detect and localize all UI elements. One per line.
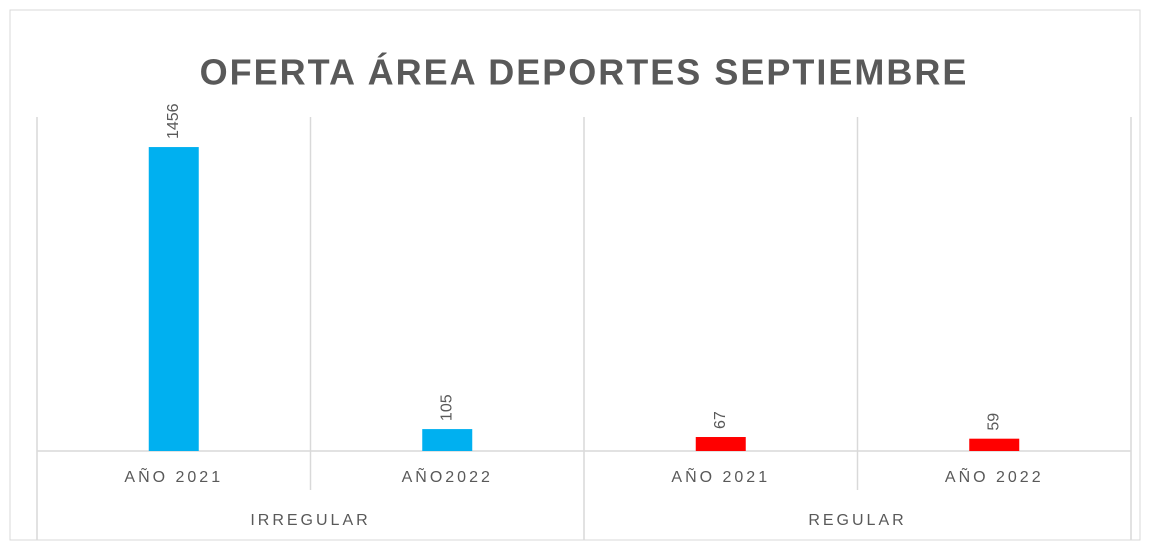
x-tick-label: AÑO 2021 bbox=[671, 466, 770, 486]
data-label: 1456 bbox=[165, 103, 182, 139]
x-tick-label: AÑO 2021 bbox=[124, 466, 223, 486]
bar bbox=[969, 438, 1020, 451]
bar bbox=[695, 437, 746, 451]
chart-title: OFERTA ÁREA DEPORTES SEPTIEMBRE bbox=[200, 52, 969, 93]
bar bbox=[422, 429, 473, 451]
data-label: 105 bbox=[438, 394, 455, 421]
data-label: 59 bbox=[985, 413, 1002, 431]
group-label: IRREGULAR bbox=[250, 512, 370, 529]
x-tick-label: AÑO2022 bbox=[402, 466, 493, 486]
group-label: REGULAR bbox=[808, 512, 906, 529]
bar bbox=[148, 147, 199, 451]
data-label: 67 bbox=[712, 411, 729, 429]
x-tick-label: AÑO 2022 bbox=[945, 466, 1044, 486]
